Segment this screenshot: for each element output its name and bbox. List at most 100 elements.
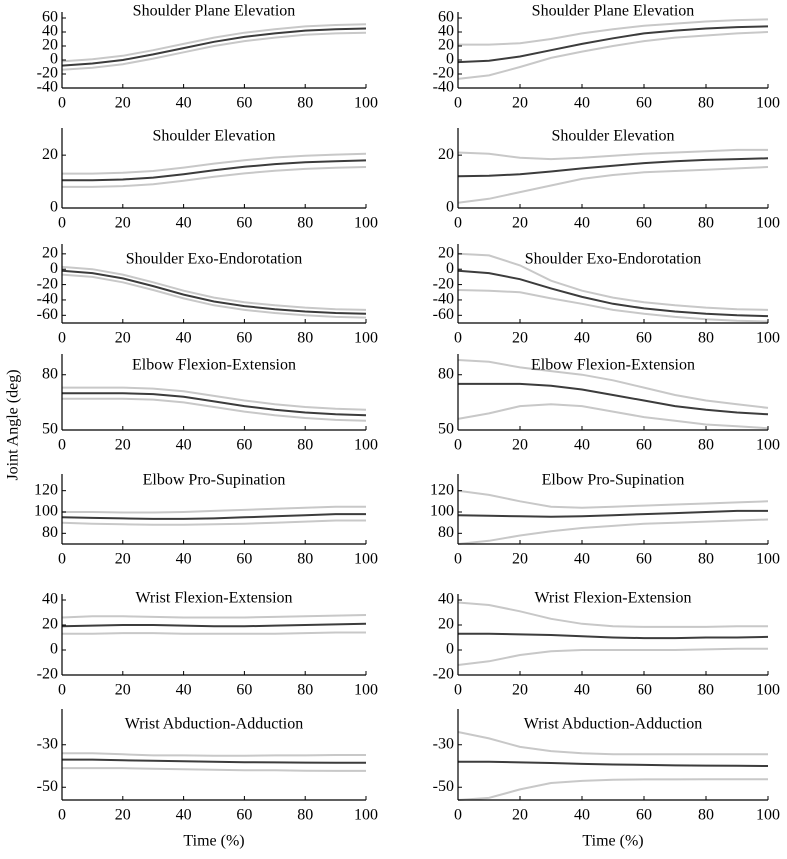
series-line	[457, 148, 768, 161]
x-tick-label: 40	[574, 807, 590, 824]
x-tick-label: 40	[574, 330, 590, 347]
series-line	[457, 601, 768, 628]
x-tick-label: 80	[297, 551, 313, 568]
series-line	[61, 269, 367, 315]
series-line	[61, 519, 366, 526]
subplot-title: Wrist Flexion-Extension	[135, 590, 292, 607]
series-line	[458, 18, 769, 46]
x-tick-label: 0	[454, 95, 462, 112]
series-line	[457, 157, 769, 178]
series-line	[457, 403, 769, 430]
x-tick-label: 100	[756, 551, 780, 568]
series-line	[62, 505, 366, 514]
x-tick-label: 40	[176, 551, 192, 568]
y-tick-label: 40	[42, 591, 58, 608]
y-tick-label: 20	[42, 146, 58, 163]
y-tick-label: 100	[34, 503, 58, 520]
x-tick-label: 60	[636, 807, 652, 824]
x-tick-label: 80	[297, 330, 313, 347]
series-line	[61, 622, 367, 628]
y-axis-label: Joint Angle (deg)	[5, 369, 22, 480]
y-tick-label: -50	[37, 778, 58, 795]
y-tick-label: 20	[42, 37, 58, 54]
series-line	[458, 760, 769, 767]
series-line	[458, 632, 769, 640]
x-tick-label: 20	[512, 682, 528, 699]
x-tick-label: 60	[636, 330, 652, 347]
series-line	[62, 397, 367, 422]
subplot-title: Shoulder Plane Elevation	[532, 3, 695, 20]
series-line	[457, 289, 769, 323]
x-tick-label: 40	[176, 807, 192, 824]
subplot-title: Elbow Pro-Supination	[143, 472, 286, 489]
y-tick-label: -40	[37, 79, 58, 96]
series-line	[62, 159, 367, 182]
y-tick-label: 0	[446, 260, 454, 277]
series-line	[457, 518, 769, 545]
y-tick-label: 40	[438, 23, 454, 40]
series-line	[457, 489, 769, 509]
x-tick-label: 60	[636, 551, 652, 568]
series-line	[62, 631, 366, 635]
x-tick-label: 0	[58, 330, 66, 347]
x-tick-label: 20	[512, 437, 528, 454]
y-tick-label: -40	[37, 291, 58, 308]
series-line	[458, 382, 769, 416]
x-tick-label: 80	[297, 437, 313, 454]
subplot-title: Wrist Flexion-Extension	[534, 590, 691, 607]
series-line	[457, 778, 768, 801]
x-tick-label: 100	[354, 330, 378, 347]
x-tick-label: 0	[58, 682, 66, 699]
x-tick-label: 100	[756, 330, 780, 347]
series-line	[61, 31, 367, 71]
x-tick-label: 40	[574, 95, 590, 112]
x-tick-label: 60	[636, 437, 652, 454]
y-tick-label: 50	[42, 421, 58, 438]
y-tick-label: 80	[438, 524, 454, 541]
y-tick-label: -60	[37, 306, 58, 323]
x-tick-label: 80	[698, 437, 714, 454]
x-tick-label: 100	[756, 95, 780, 112]
series-line	[457, 25, 769, 64]
y-tick-label: -40	[433, 291, 454, 308]
x-tick-label: 60	[236, 330, 252, 347]
x-tick-label: 20	[115, 437, 131, 454]
series-line	[62, 166, 367, 188]
x-tick-label: 40	[574, 215, 590, 232]
x-tick-label: 0	[454, 437, 462, 454]
x-tick-label: 40	[176, 437, 192, 454]
x-tick-label: 20	[115, 807, 131, 824]
x-tick-label: 0	[454, 807, 462, 824]
y-tick-label: 20	[42, 245, 58, 262]
x-tick-label: 80	[698, 330, 714, 347]
y-tick-label: -30	[37, 735, 58, 752]
x-tick-label: 20	[512, 330, 528, 347]
x-tick-label: 40	[574, 437, 590, 454]
y-tick-label: -60	[433, 306, 454, 323]
x-tick-label: 80	[297, 807, 313, 824]
subplot-title: Shoulder Exo-Endorotation	[126, 251, 302, 268]
subplot-title: Elbow Flexion-Extension	[531, 357, 695, 374]
x-tick-label: 60	[636, 95, 652, 112]
x-tick-label: 80	[698, 551, 714, 568]
y-tick-label: 120	[34, 481, 58, 498]
x-tick-label: 60	[236, 682, 252, 699]
y-tick-label: 20	[42, 616, 58, 633]
y-tick-label: 0	[50, 260, 58, 277]
x-tick-label: 0	[58, 437, 66, 454]
x-tick-label: 40	[176, 330, 192, 347]
y-tick-label: 80	[42, 524, 58, 541]
y-tick-label: -20	[37, 666, 58, 683]
y-tick-label: 120	[430, 481, 454, 498]
y-tick-label: 40	[438, 591, 454, 608]
y-tick-label: -20	[37, 65, 58, 82]
y-tick-label: 20	[438, 616, 454, 633]
y-tick-label: 60	[438, 9, 454, 26]
series-line	[457, 731, 768, 756]
x-axis-label: Time (%)	[582, 833, 643, 850]
series-line	[457, 359, 769, 409]
y-tick-label: 0	[446, 641, 454, 658]
subplot-title: Elbow Flexion-Extension	[132, 357, 296, 374]
y-tick-label: -20	[433, 65, 454, 82]
